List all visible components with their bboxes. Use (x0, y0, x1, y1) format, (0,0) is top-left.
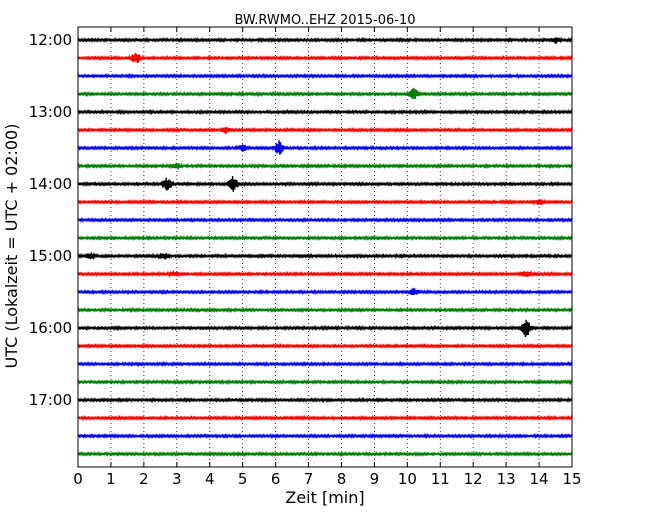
trace-line (77, 87, 573, 100)
x-tick-label: 3 (172, 470, 182, 488)
trace-line (77, 108, 573, 116)
x-tick-label: 10 (398, 470, 417, 488)
trace-line (77, 36, 573, 44)
trace-line (77, 360, 573, 368)
chart-title: BW.RWMO..EHZ 2015-06-10 (234, 13, 415, 28)
x-tick-label: 6 (271, 470, 281, 488)
trace-line (77, 287, 573, 296)
trace-line (77, 140, 573, 155)
grid-lines (110, 27, 540, 467)
trace-line (77, 162, 573, 170)
trace-line (77, 270, 573, 279)
plot-frame (77, 26, 573, 468)
x-tick-label: 11 (431, 470, 450, 488)
trace-line (77, 450, 573, 458)
y-axis-label: UTC (Lokalzeit = UTC + 02:00) (2, 124, 21, 369)
trace-line (77, 432, 573, 440)
trace-line (77, 198, 573, 206)
trace-line (77, 396, 573, 404)
trace-line (77, 72, 573, 80)
trace-line (77, 319, 573, 338)
x-tick-label: 1 (106, 470, 116, 488)
trace-group (77, 36, 573, 458)
x-tick-label: 7 (304, 470, 314, 488)
trace-line (77, 306, 573, 314)
y-tick-label: 14:00 (29, 175, 72, 193)
y-tick-label: 16:00 (29, 319, 72, 337)
x-tick-label: 15 (562, 470, 581, 488)
y-tick-label: 12:00 (29, 31, 72, 49)
trace-line (77, 414, 573, 422)
y-tick-label: 15:00 (29, 247, 72, 265)
x-tick-label: 12 (464, 470, 483, 488)
x-axis: 0 1 2 3 4 5 6 7 8 9 10 11 12 13 14 15 (73, 27, 582, 488)
x-axis-label: Zeit [min] (285, 488, 364, 507)
x-tick-label: 0 (73, 470, 83, 488)
y-tick-label: 17:00 (29, 391, 72, 409)
x-tick-label: 5 (238, 470, 248, 488)
trace-line (77, 342, 573, 350)
trace-line (77, 378, 573, 386)
x-tick-label: 14 (530, 470, 549, 488)
x-tick-label: 4 (205, 470, 215, 488)
x-tick-label: 8 (337, 470, 347, 488)
trace-line (77, 175, 573, 193)
trace-line (77, 126, 573, 135)
y-axis: 12:00 13:00 14:00 15:00 16:00 17:00 (29, 31, 572, 409)
x-tick-label: 13 (497, 470, 516, 488)
x-tick-label: 2 (139, 470, 149, 488)
trace-line (77, 252, 573, 260)
y-tick-label: 13:00 (29, 103, 72, 121)
x-tick-label: 9 (370, 470, 380, 488)
trace-line (77, 216, 573, 224)
trace-line (77, 234, 573, 242)
trace-line (77, 53, 573, 63)
